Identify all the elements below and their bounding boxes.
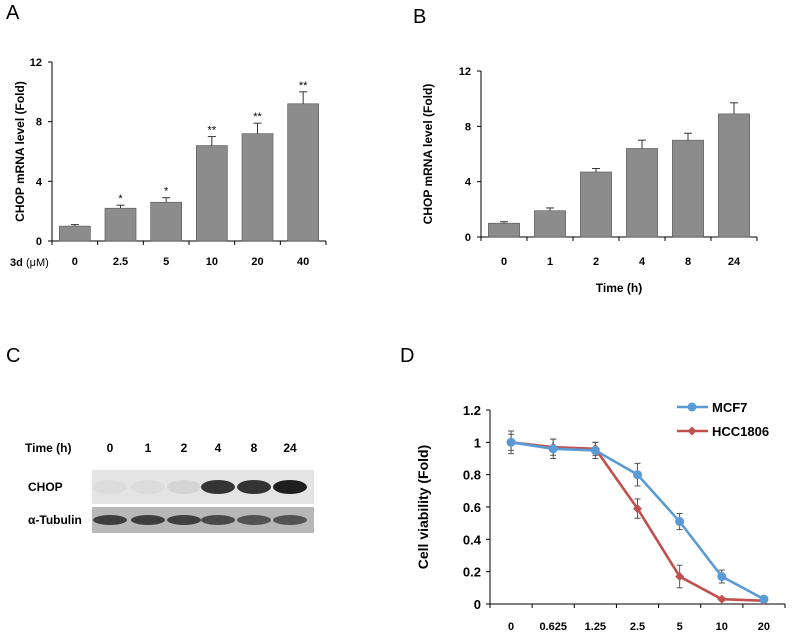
panel-b-x-tick-label: 0 — [501, 256, 507, 268]
panel-b-bar — [580, 171, 612, 238]
panel-d-x-tick-label: 5 — [677, 621, 683, 633]
panel-d-y-tick-label: 0.6 — [463, 500, 481, 515]
panel-b-bar — [718, 113, 750, 238]
panel-b-x-tick-label: 4 — [639, 256, 646, 268]
panel-d-point-mcf7 — [590, 445, 600, 455]
panel-b-bar — [534, 210, 566, 238]
panel-a-bar — [104, 207, 137, 242]
panel-d-x-tick-label: 0.625 — [539, 621, 567, 633]
blot-band — [273, 480, 307, 494]
panel-d-x-tick-label: 0 — [508, 621, 514, 633]
panel-a-x-tick-label: 5 — [163, 256, 169, 268]
blot-band — [131, 480, 165, 494]
panel-a-x-tick-label: 10 — [206, 256, 218, 268]
panel-a-significance-label: ** — [299, 80, 308, 92]
panel-d-legend-label: HCC1806 — [712, 424, 769, 439]
panel-a-bar — [287, 103, 319, 242]
panel-b-x-tick-label: 1 — [547, 256, 553, 268]
panel-d-y-tick-label: 0.8 — [463, 468, 481, 483]
panel-b-y-axis-label: CHOP mRNA level (Fold) — [421, 84, 435, 225]
panel-a-significance-label: ** — [253, 111, 262, 123]
panel-a-y-tick-label: 0 — [36, 236, 42, 248]
panel-a-x-tick-label: 2.5 — [113, 256, 128, 268]
panel-d-y-tick-label: 0.2 — [463, 565, 481, 580]
blot-lane-label: 4 — [215, 441, 222, 455]
blot-time-label: Time (h) — [25, 441, 71, 455]
blot-lane-label: 0 — [107, 441, 114, 455]
panel-a-x-axis-unit: (μM) — [26, 257, 49, 269]
blot-lane-label: 2 — [181, 441, 188, 455]
blot-band — [201, 480, 235, 494]
panel-b-y-tick-label: 12 — [459, 66, 471, 78]
panel-b-bar — [488, 222, 520, 238]
panel-a-significance-label: ** — [208, 125, 217, 137]
panel-letter-c: C — [6, 345, 21, 367]
panel-a-x-axis-label: 3d — [10, 257, 23, 269]
panel-d-legend-label: MCF7 — [712, 400, 747, 415]
panel-a-x-tick-label: 20 — [251, 256, 263, 268]
panel-d-point-mcf7 — [506, 437, 516, 447]
panel-d-x-tick-label: 1.25 — [585, 621, 606, 633]
blot-band — [237, 480, 271, 494]
panel-a-bar — [241, 133, 274, 242]
panel-b-bar — [672, 139, 704, 238]
panel-a-y-tick-label: 8 — [36, 117, 42, 129]
blot-band — [167, 480, 201, 494]
panel-a-bar — [196, 145, 228, 242]
panel-b-bar — [626, 148, 658, 238]
panel-d-x-tick-label: 20 — [758, 621, 770, 633]
panel-a-y-axis-label: CHOP mRNA level (Fold) — [13, 81, 27, 222]
panel-a-significance-label: * — [164, 186, 169, 198]
panel-a-y-tick-label: 12 — [30, 57, 42, 69]
panel-a-bar — [59, 225, 91, 242]
panel-d-point-mcf7 — [548, 444, 558, 454]
panel-b-y-tick-label: 0 — [465, 232, 471, 244]
panel-d-y-tick-label: 0 — [474, 597, 481, 612]
blot-band — [93, 480, 127, 494]
blot-lane-label: 8 — [251, 441, 258, 455]
blot-lane-label: 1 — [145, 441, 152, 455]
panel-a-x-tick-label: 0 — [72, 256, 78, 268]
panel-d-y-axis-label: Cell viability (Fold) — [415, 445, 431, 569]
panel-a-significance-label: * — [118, 193, 123, 205]
blot-band — [237, 515, 271, 525]
panel-b-y-tick-label: 4 — [465, 177, 472, 189]
panel-d-x-tick-label: 10 — [716, 621, 728, 633]
blot-row-label: CHOP — [28, 480, 63, 494]
panel-letter-b: B — [413, 6, 427, 28]
panel-d-point-mcf7 — [675, 517, 685, 527]
panel-b-y-tick-label: 8 — [465, 121, 471, 133]
panel-b-x-tick-label: 24 — [728, 256, 741, 268]
blot-band — [201, 515, 235, 525]
panel-d-legend-marker — [687, 402, 697, 412]
panel-d-x-tick-label: 2.5 — [630, 621, 645, 633]
panel-a-y-tick-label: 4 — [36, 176, 43, 188]
panel-d-point-mcf7 — [759, 594, 769, 604]
blot-band — [167, 515, 201, 525]
panel-d-y-tick-label: 1.2 — [463, 403, 481, 418]
blot-lane-label: 24 — [283, 441, 297, 455]
panel-letter-a: A — [6, 2, 20, 24]
blot-band — [273, 515, 307, 525]
panel-d-point-mcf7 — [717, 572, 727, 582]
panel-d-point-hcc1806 — [633, 504, 642, 514]
panel-d-point-hcc1806 — [675, 572, 685, 582]
panel-a-bar — [150, 201, 182, 242]
panel-d-y-tick-label: 1 — [474, 435, 481, 450]
panel-b-x-tick-label: 2 — [593, 256, 599, 268]
panel-d-point-mcf7 — [633, 470, 642, 480]
panel-b-x-axis-label: Time (h) — [596, 281, 642, 295]
panel-a-x-tick-label: 40 — [297, 256, 309, 268]
panel-d-y-tick-label: 0.4 — [463, 532, 482, 547]
panel-d-legend-marker — [687, 426, 697, 436]
panel-d-point-hcc1806 — [717, 594, 727, 604]
blot-band — [93, 515, 127, 525]
panel-b-x-tick-label: 8 — [685, 256, 691, 268]
blot-band — [131, 515, 165, 525]
blot-row-label: α-Tubulin — [28, 513, 82, 527]
panel-letter-d: D — [400, 345, 415, 367]
